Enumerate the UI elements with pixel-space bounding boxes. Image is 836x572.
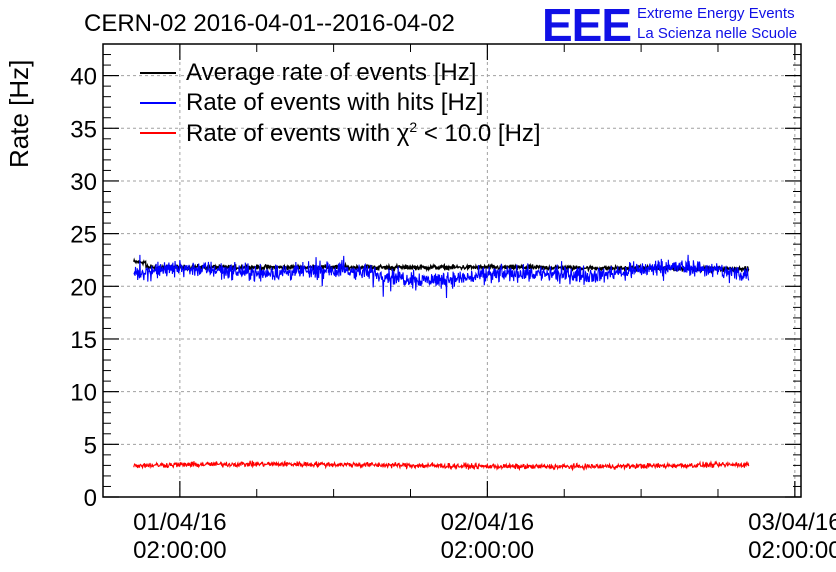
legend-item-hits: Rate of events with hits [Hz] xyxy=(140,88,483,118)
y-tick-label: 25 xyxy=(70,222,97,249)
legend-chi2-sup: 2 xyxy=(409,118,418,135)
x-tick-label-date: 01/04/16 xyxy=(133,509,226,536)
logo-caption-line1: Extreme Energy Events xyxy=(637,5,795,22)
chart-title: CERN-02 2016-04-01--2016-04-02 xyxy=(84,10,455,37)
y-tick-label: 35 xyxy=(70,116,97,143)
legend-label-average: Average rate of events [Hz] xyxy=(186,59,477,86)
legend-swatch-chi2 xyxy=(140,132,176,134)
x-tick-label-time: 02:00:00 xyxy=(748,537,836,564)
legend-chi2-suffix: < 10.0 [Hz] xyxy=(417,119,541,147)
series-group xyxy=(133,254,750,472)
y-tick-label: 40 xyxy=(70,64,97,91)
legend-chi2-symbol: χ xyxy=(396,119,410,147)
y-tick-label: 15 xyxy=(70,327,97,354)
y-tick-labels: 0 5 10 15 20 25 30 35 40 xyxy=(70,64,97,512)
y-tick-label: 30 xyxy=(70,169,97,196)
legend-item-chi2: Rate of events with χ2 < 10.0 [Hz] xyxy=(140,118,541,148)
plot-frame xyxy=(102,43,802,498)
x-tick-label-date: 03/04/16 xyxy=(748,509,836,536)
y-tick-label: 20 xyxy=(70,274,97,301)
x-tick-label-time: 02:00:00 xyxy=(133,537,226,564)
legend-swatch-hits xyxy=(140,102,176,104)
y-axis-label: Rate [Hz] xyxy=(4,59,34,168)
axis-ticks xyxy=(102,44,801,498)
series-chi2-line xyxy=(133,460,750,472)
series-hits-line xyxy=(133,254,750,299)
eee-logo: EEE xyxy=(542,0,632,51)
x-tick-label-time: 02:00:00 xyxy=(441,537,534,564)
x-tick-labels: 01/04/1602:00:0002/04/1602:00:0003/04/16… xyxy=(133,509,836,564)
y-tick-label: 5 xyxy=(84,432,97,459)
logo-caption-line2: La Scienza nelle Scuole xyxy=(637,25,798,42)
legend-label-chi2: Rate of events with χ2 < 10.0 [Hz] xyxy=(186,119,541,148)
logo-caption: Extreme Energy Events La Scienza nelle S… xyxy=(637,4,797,44)
legend-swatch-average xyxy=(140,72,176,74)
y-tick-label: 10 xyxy=(70,380,97,407)
x-tick-label-date: 02/04/16 xyxy=(441,509,534,536)
legend-label-hits: Rate of events with hits [Hz] xyxy=(186,89,484,116)
legend-chi2-prefix: Rate of events with xyxy=(186,119,397,147)
legend-item-average: Average rate of events [Hz] xyxy=(140,58,476,88)
y-tick-label: 0 xyxy=(84,485,97,512)
